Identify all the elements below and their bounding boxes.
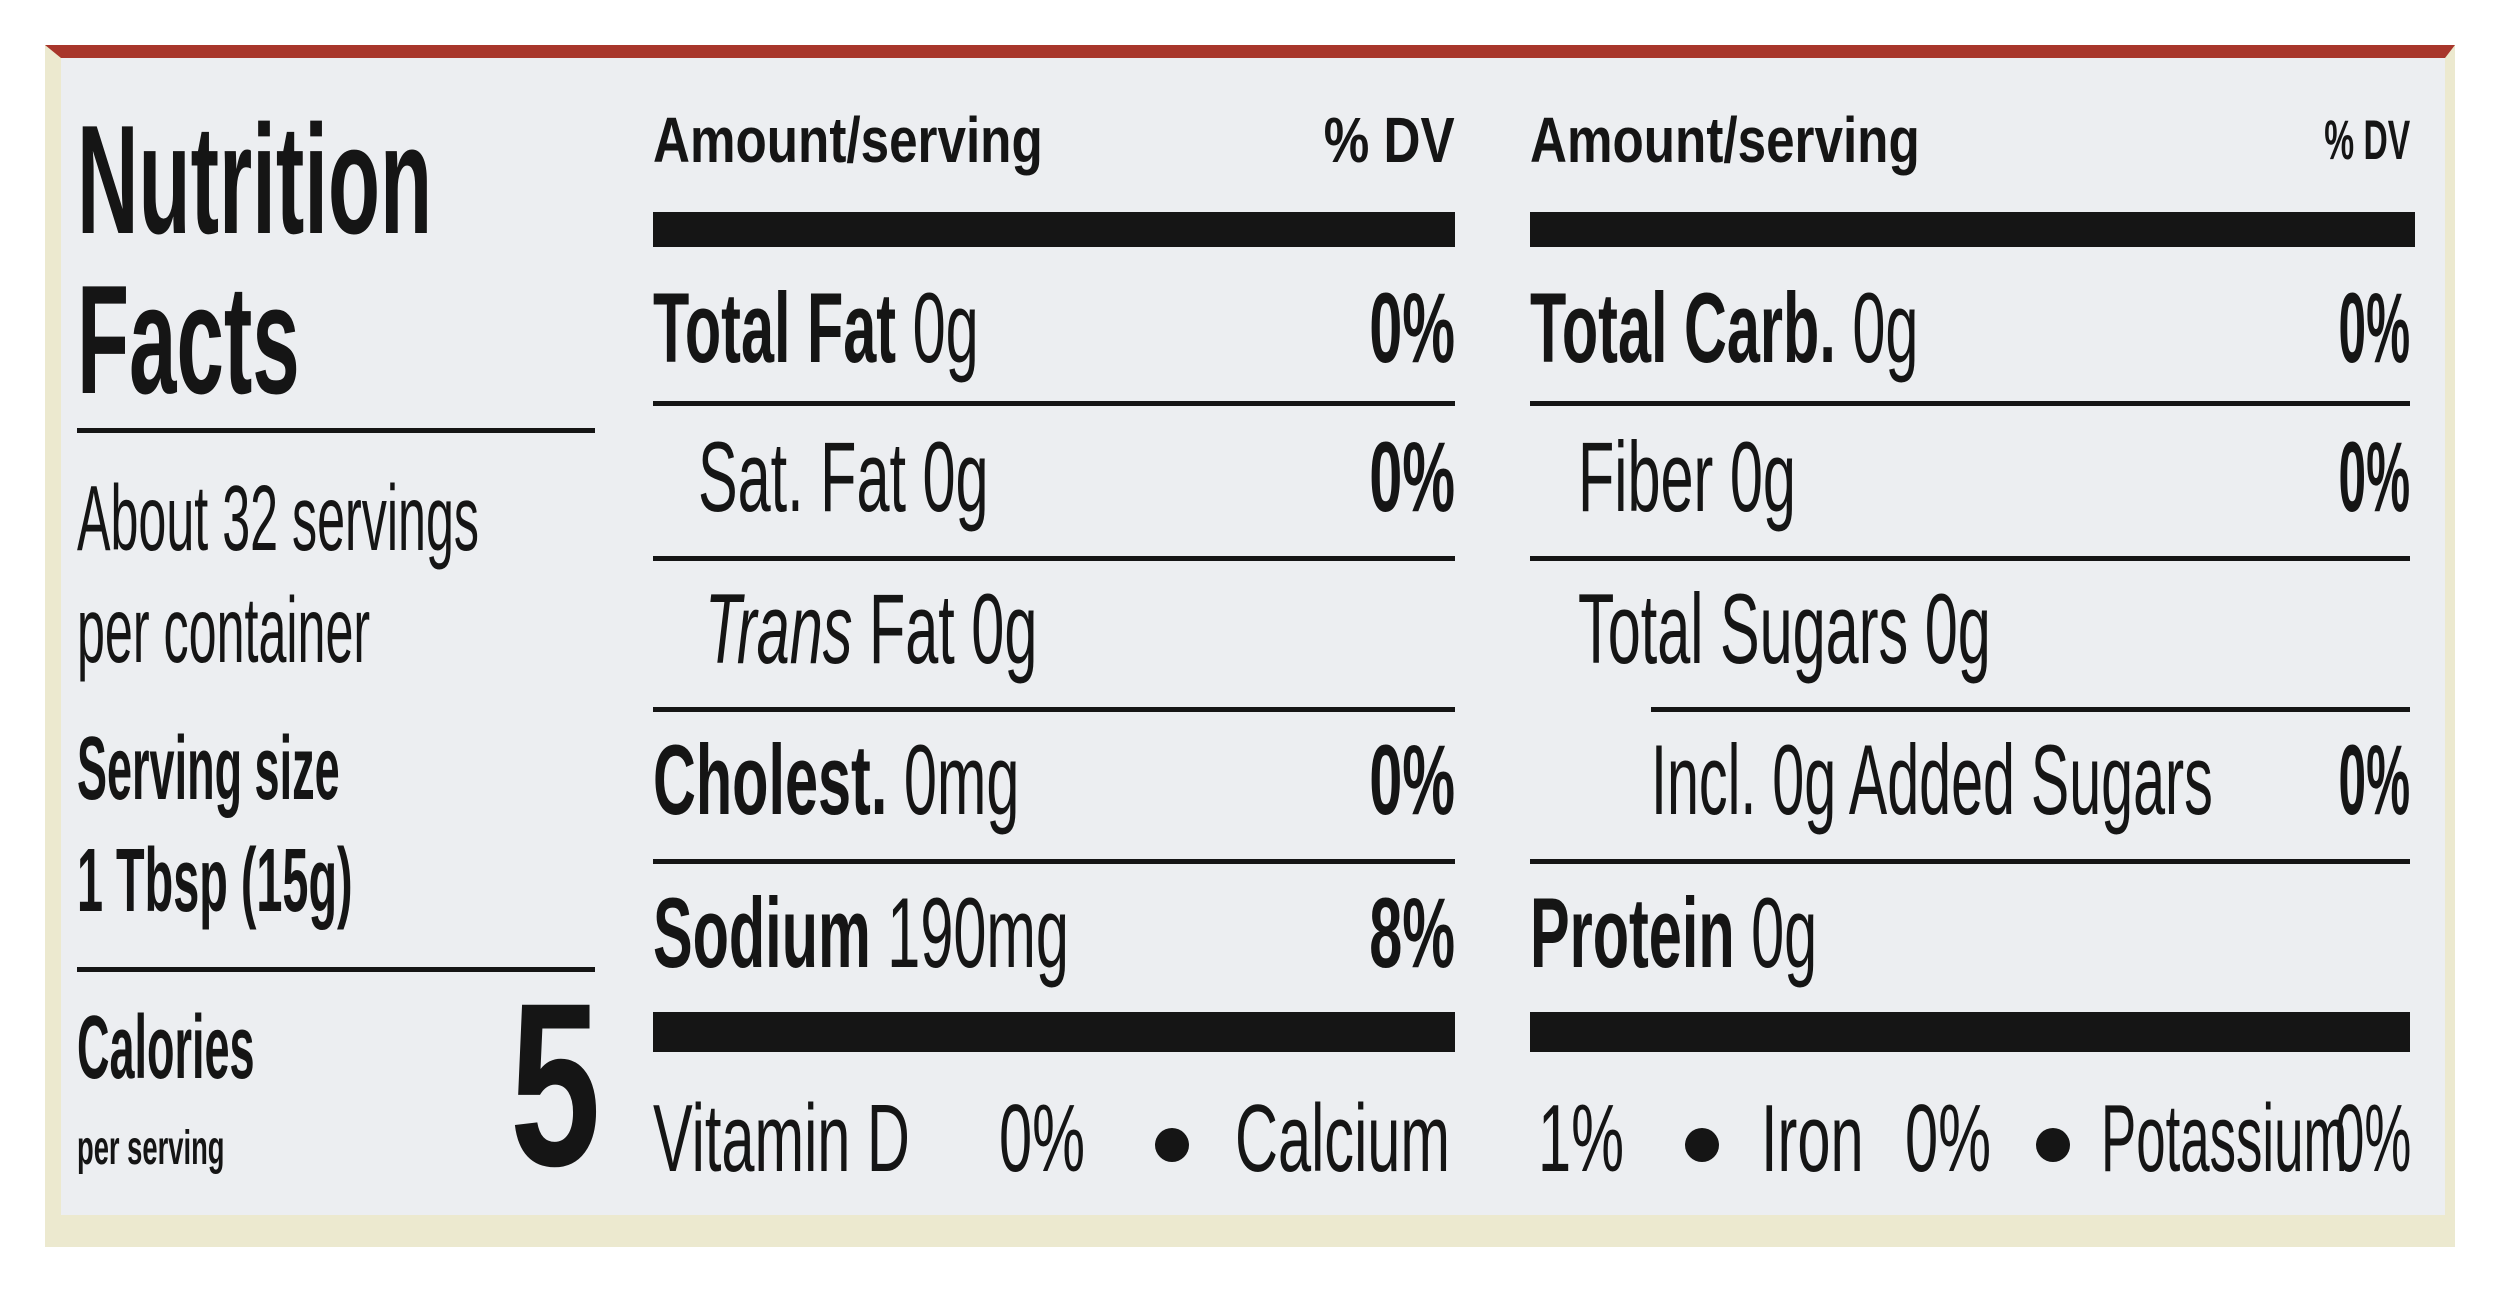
nutrient-amount: 0mg: [903, 724, 1020, 835]
vitamin-dv: 0%: [1905, 1085, 1992, 1192]
nutrient-name: Sodium: [653, 877, 871, 988]
nutrient-amount: 0g: [1729, 421, 1796, 532]
nutrient-row: Total Sugars 0g: [1578, 579, 1991, 678]
thick-bar: [1530, 212, 2415, 247]
nutrient-dv: 0%: [2338, 272, 2410, 383]
vitamin-dv: 1%: [1538, 1085, 1625, 1192]
nutrient-amount: 0g: [1924, 573, 1991, 684]
rule: [653, 556, 1455, 561]
rule: [1530, 401, 2410, 406]
nutrient-amount: 0g: [922, 421, 989, 532]
calories-sublabel: per serving: [77, 1122, 225, 1175]
nutrient-name: Incl. 0g Added Sugars: [1651, 724, 2213, 835]
nutrient-row: Total Carb. 0g: [1530, 278, 1918, 377]
rule: [77, 967, 595, 972]
rule: [1530, 859, 2410, 864]
title: Nutrition Facts: [77, 93, 433, 426]
bullet: [1155, 1128, 1189, 1162]
rule: [653, 707, 1455, 712]
rule: [653, 401, 1455, 406]
rule: [1530, 556, 2410, 561]
nutrient-name: Total Fat: [653, 272, 897, 383]
calories-label: Calories: [77, 998, 255, 1098]
rule: [653, 859, 1455, 864]
calories-value: 5: [510, 955, 601, 1215]
nutrient-row: Protein 0g: [1530, 883, 1817, 982]
nutrient-name: Sat. Fat: [698, 421, 906, 532]
vitamin-name: Iron: [1761, 1085, 1864, 1192]
nutrient-row: Total Fat 0g: [653, 278, 979, 377]
nutrient-amount: 0g: [912, 272, 979, 383]
serving-size-label: Serving size: [77, 719, 340, 819]
dv-header: % DV: [1324, 104, 1455, 176]
nutrient-dv: 8%: [1369, 877, 1455, 988]
nutrient-dv: 0%: [1369, 724, 1455, 835]
bullet: [1685, 1128, 1719, 1162]
nutrient-amount: 0g: [971, 573, 1038, 684]
amount-header: Amount/serving: [1530, 104, 1920, 176]
nutrient-name: Fat: [868, 573, 955, 684]
rule: [77, 428, 595, 433]
nutrient-dv: 0%: [1369, 421, 1455, 532]
nutrient-dv: 0%: [2338, 421, 2410, 532]
nutrient-name: Cholest.: [653, 724, 888, 835]
dv-header: % DV: [2324, 108, 2410, 171]
nutrient-dv: 0%: [2338, 724, 2410, 835]
nutrient-name: Total Sugars: [1578, 573, 1909, 684]
bullet: [2036, 1128, 2070, 1162]
nutrient-row: Cholest. 0mg: [653, 730, 1019, 829]
nutrient-amount: 0g: [1852, 272, 1919, 383]
servings: About 32 servings per container: [77, 466, 480, 682]
nutrient-amount: 190mg: [887, 877, 1069, 988]
nutrient-row: Sodium 190mg: [653, 883, 1069, 982]
vitamin-name: Potassium: [2101, 1085, 2348, 1192]
vitamin-name: Calcium: [1235, 1085, 1450, 1192]
thick-bar: [1530, 1012, 2410, 1052]
rule: [1651, 707, 2410, 712]
label-edge: [45, 1215, 2455, 1247]
vitamin-name: Vitamin D: [653, 1085, 910, 1192]
vitamin-dv: 0%: [999, 1085, 1086, 1192]
nutrient-row: Incl. 0g Added Sugars: [1651, 730, 2213, 829]
nutrient-name: Fiber: [1578, 421, 1714, 532]
thick-bar: [653, 1012, 1455, 1052]
thick-bar: [653, 212, 1455, 247]
nutrient-row: Trans Fat 0g: [705, 579, 1037, 678]
nutrient-name-italic: Trans: [705, 573, 853, 684]
nutrient-row: Sat. Fat 0g: [698, 427, 989, 526]
nutrient-name: Total Carb.: [1530, 272, 1836, 383]
nutrient-name: Protein: [1530, 877, 1735, 988]
amount-header: Amount/serving: [653, 104, 1043, 176]
serving-size: 1 Tbsp (15g): [77, 831, 353, 931]
nutrient-dv: 0%: [1369, 272, 1455, 383]
nutrient-row: Fiber 0g: [1578, 427, 1796, 526]
nutrient-amount: 0g: [1751, 877, 1818, 988]
vitamin-dv: 0%: [2335, 1085, 2412, 1192]
